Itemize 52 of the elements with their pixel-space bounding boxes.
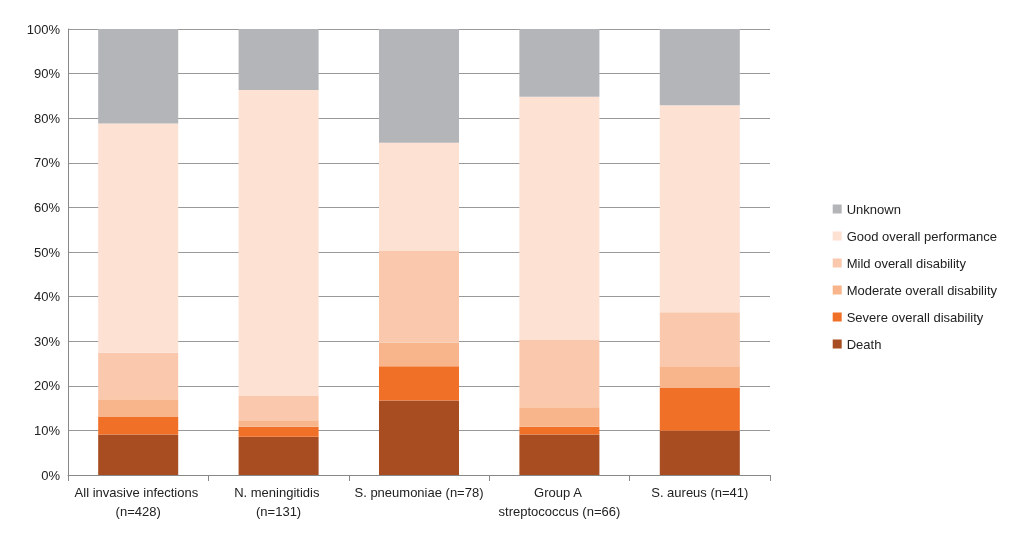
bar <box>378 142 460 252</box>
bar <box>98 352 179 400</box>
x-tick-label: All invasive infections (n=428) <box>74 485 202 519</box>
bar <box>519 96 600 340</box>
bar <box>659 312 740 367</box>
legend-label: Mild overall disability <box>846 255 967 271</box>
bar <box>378 29 460 143</box>
bar <box>98 416 179 435</box>
bar <box>378 400 460 475</box>
bar <box>519 339 600 408</box>
bar <box>659 387 740 431</box>
legend-label: Severe overall disability <box>846 309 984 325</box>
bar <box>238 396 319 421</box>
y-tick-label: 60% <box>33 199 61 215</box>
bar <box>659 29 740 106</box>
bar <box>98 123 179 353</box>
bar <box>238 29 319 91</box>
bar <box>98 434 179 475</box>
y-tick-label: 90% <box>33 66 61 82</box>
bar <box>659 366 740 388</box>
y-tick-label: 100% <box>26 21 61 37</box>
bar <box>659 105 740 313</box>
bar <box>238 426 319 437</box>
legend-label: Good overall performance <box>846 228 998 244</box>
y-tick-label: 30% <box>33 333 61 349</box>
x-tick-label: S. aureus (n=41) <box>651 485 749 500</box>
y-tick-label: 0% <box>41 467 61 483</box>
bar <box>378 342 460 367</box>
bar <box>98 29 179 124</box>
y-tick-label: 40% <box>33 289 61 305</box>
y-tick-label: 20% <box>33 378 61 394</box>
x-tick-label: N. meningitidis (n=131) <box>234 485 324 519</box>
x-tick-label: Group A streptococcus (n=66) <box>498 485 621 519</box>
bar <box>238 436 319 475</box>
x-tick-label: S. pneumoniae (n=78) <box>354 485 484 500</box>
bar <box>519 29 600 97</box>
bar <box>378 366 460 401</box>
bar <box>659 430 740 475</box>
bar <box>378 251 460 343</box>
y-tick-label: 80% <box>33 110 61 126</box>
y-tick-label: 70% <box>33 155 61 171</box>
legend-label: Moderate overall disability <box>846 282 998 298</box>
bar <box>519 434 600 475</box>
y-tick-label: 50% <box>33 244 61 260</box>
bar <box>519 426 600 435</box>
y-tick-label: 10% <box>33 422 61 438</box>
legend-label: Unknown <box>846 201 901 217</box>
legend-label: Death <box>846 336 882 352</box>
bar <box>98 399 179 417</box>
bar <box>238 420 319 427</box>
bar <box>519 407 600 427</box>
bar <box>238 90 319 397</box>
